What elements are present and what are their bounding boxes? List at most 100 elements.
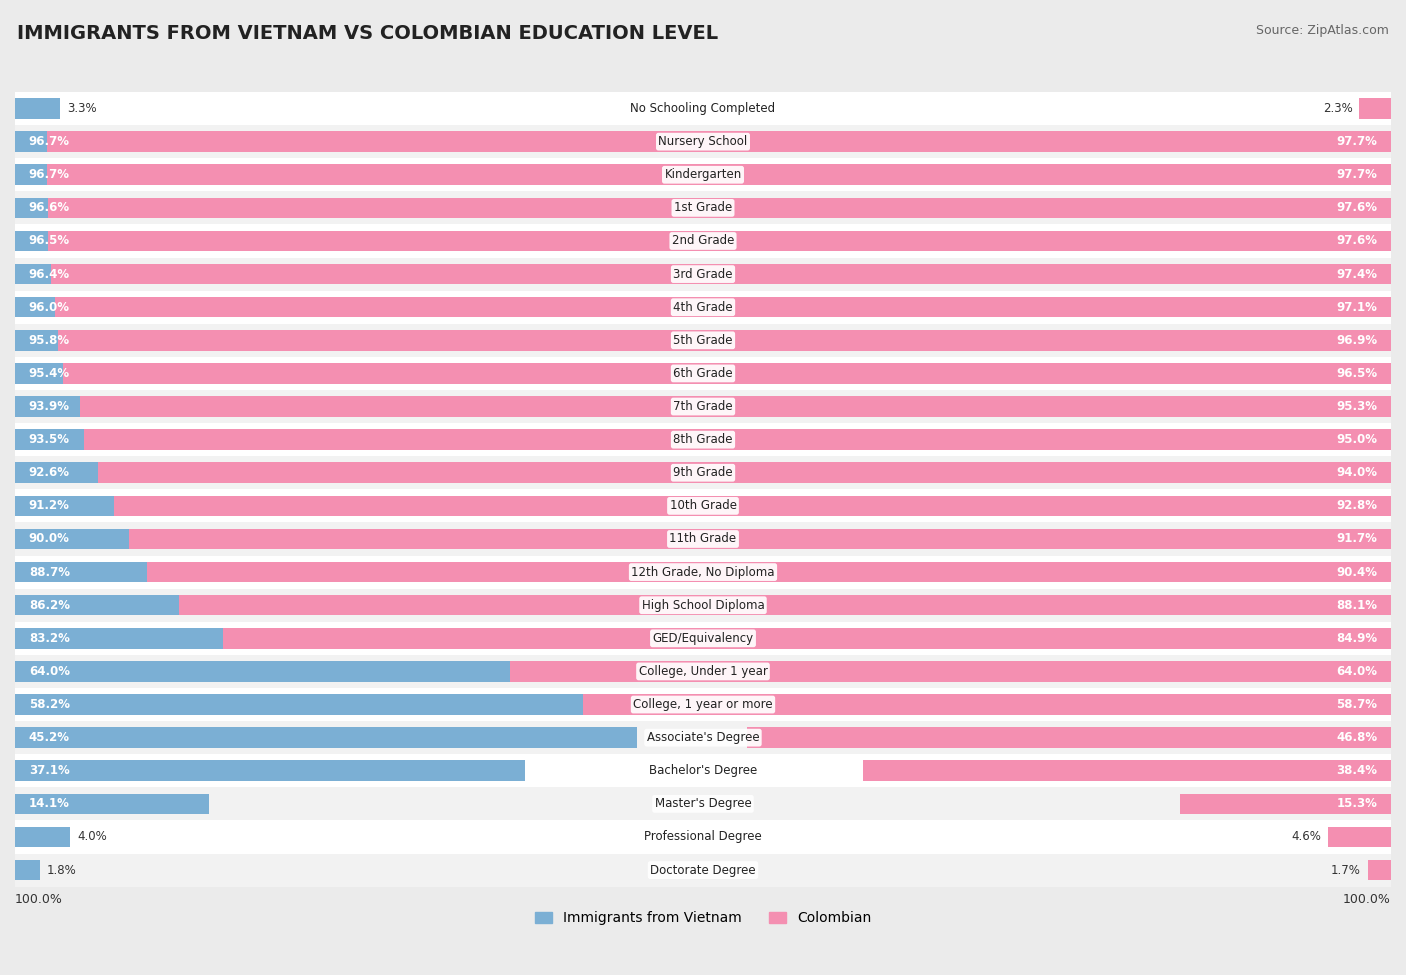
Bar	[55, 297, 1391, 318]
Bar	[15, 456, 1391, 489]
Bar	[51, 264, 1391, 285]
Text: Professional Degree: Professional Degree	[644, 831, 762, 843]
Text: 12th Grade, No Diploma: 12th Grade, No Diploma	[631, 566, 775, 578]
Text: 92.8%: 92.8%	[1336, 499, 1378, 513]
Text: 100.0%: 100.0%	[1343, 893, 1391, 907]
Text: 6th Grade: 6th Grade	[673, 367, 733, 380]
Bar	[63, 363, 1391, 384]
Text: 11th Grade: 11th Grade	[669, 532, 737, 545]
Bar	[15, 423, 1391, 456]
Bar	[46, 132, 1391, 152]
Bar	[15, 622, 1391, 655]
Text: 90.0%: 90.0%	[28, 532, 70, 545]
Bar	[15, 264, 1341, 285]
Text: No Schooling Completed: No Schooling Completed	[630, 102, 776, 115]
Bar	[15, 165, 1346, 185]
Text: 15.3%: 15.3%	[1336, 798, 1378, 810]
Text: 2nd Grade: 2nd Grade	[672, 234, 734, 248]
Bar	[222, 628, 1391, 648]
Text: 1.8%: 1.8%	[46, 864, 76, 877]
Text: 92.6%: 92.6%	[28, 466, 70, 480]
Text: Nursery School: Nursery School	[658, 136, 748, 148]
Text: 96.5%: 96.5%	[28, 234, 70, 248]
Bar	[15, 363, 1327, 384]
Bar	[15, 688, 1391, 721]
Text: 95.4%: 95.4%	[28, 367, 70, 380]
Legend: Immigrants from Vietnam, Colombian: Immigrants from Vietnam, Colombian	[534, 912, 872, 925]
Bar	[15, 324, 1391, 357]
Bar	[15, 98, 60, 119]
Text: 95.3%: 95.3%	[1336, 400, 1378, 413]
Text: GED/Equivalency: GED/Equivalency	[652, 632, 754, 644]
Bar	[15, 655, 1391, 688]
Bar	[114, 495, 1391, 516]
Bar	[15, 132, 1346, 152]
Bar	[1360, 98, 1391, 119]
Text: College, 1 year or more: College, 1 year or more	[633, 698, 773, 711]
Text: 94.0%: 94.0%	[1336, 466, 1378, 480]
Text: 5th Grade: 5th Grade	[673, 333, 733, 347]
Text: 96.0%: 96.0%	[28, 300, 70, 314]
Text: 1.7%: 1.7%	[1331, 864, 1361, 877]
Text: 96.7%: 96.7%	[28, 136, 70, 148]
Text: 97.1%: 97.1%	[1336, 300, 1378, 314]
Bar	[58, 331, 1391, 351]
Bar	[15, 722, 1391, 755]
Bar	[97, 462, 1391, 483]
Text: Master's Degree: Master's Degree	[655, 798, 751, 810]
Text: 7th Grade: 7th Grade	[673, 400, 733, 413]
Text: 4.6%: 4.6%	[1291, 831, 1320, 843]
Text: 96.6%: 96.6%	[28, 202, 70, 214]
Text: Source: ZipAtlas.com: Source: ZipAtlas.com	[1256, 24, 1389, 37]
Text: Doctorate Degree: Doctorate Degree	[650, 864, 756, 877]
Text: 45.2%: 45.2%	[28, 731, 70, 744]
Bar	[15, 390, 1391, 423]
Text: 4.0%: 4.0%	[77, 831, 107, 843]
Text: 96.9%: 96.9%	[1336, 333, 1378, 347]
Text: 38.4%: 38.4%	[1336, 764, 1378, 777]
Text: High School Diploma: High School Diploma	[641, 599, 765, 611]
Bar	[15, 231, 1343, 252]
Text: 9th Grade: 9th Grade	[673, 466, 733, 480]
Text: 3rd Grade: 3rd Grade	[673, 267, 733, 281]
Text: 46.8%: 46.8%	[1336, 731, 1378, 744]
Text: 1st Grade: 1st Grade	[673, 202, 733, 214]
Text: 97.4%: 97.4%	[1336, 267, 1378, 281]
Text: 96.5%: 96.5%	[1336, 367, 1378, 380]
Bar	[510, 661, 1391, 682]
Text: 96.7%: 96.7%	[28, 169, 70, 181]
Text: 91.2%: 91.2%	[28, 499, 70, 513]
Text: 97.6%: 97.6%	[1336, 234, 1378, 248]
Bar	[179, 595, 1391, 615]
Text: 100.0%: 100.0%	[15, 893, 63, 907]
Bar	[1368, 860, 1391, 880]
Text: 58.2%: 58.2%	[28, 698, 70, 711]
Text: 64.0%: 64.0%	[28, 665, 70, 678]
Text: 64.0%: 64.0%	[1336, 665, 1378, 678]
Text: 86.2%: 86.2%	[28, 599, 70, 611]
Text: College, Under 1 year: College, Under 1 year	[638, 665, 768, 678]
Bar	[48, 231, 1391, 252]
Bar	[15, 489, 1391, 523]
Bar	[15, 694, 815, 715]
Text: 8th Grade: 8th Grade	[673, 433, 733, 447]
Bar	[15, 429, 1302, 449]
Bar	[747, 727, 1391, 748]
Bar	[15, 727, 637, 748]
Bar	[15, 291, 1391, 324]
Text: 97.6%: 97.6%	[1336, 202, 1378, 214]
Text: 37.1%: 37.1%	[28, 764, 69, 777]
Bar	[48, 198, 1391, 218]
Bar	[15, 523, 1391, 556]
Text: Kindergarten: Kindergarten	[665, 169, 741, 181]
Bar	[583, 694, 1391, 715]
Text: 2.3%: 2.3%	[1323, 102, 1353, 115]
Bar	[863, 760, 1391, 781]
Text: 3.3%: 3.3%	[67, 102, 97, 115]
Bar	[15, 853, 1391, 886]
Bar	[15, 191, 1391, 224]
Bar	[1327, 827, 1391, 847]
Text: 88.7%: 88.7%	[28, 566, 70, 578]
Bar	[15, 357, 1391, 390]
Bar	[15, 495, 1270, 516]
